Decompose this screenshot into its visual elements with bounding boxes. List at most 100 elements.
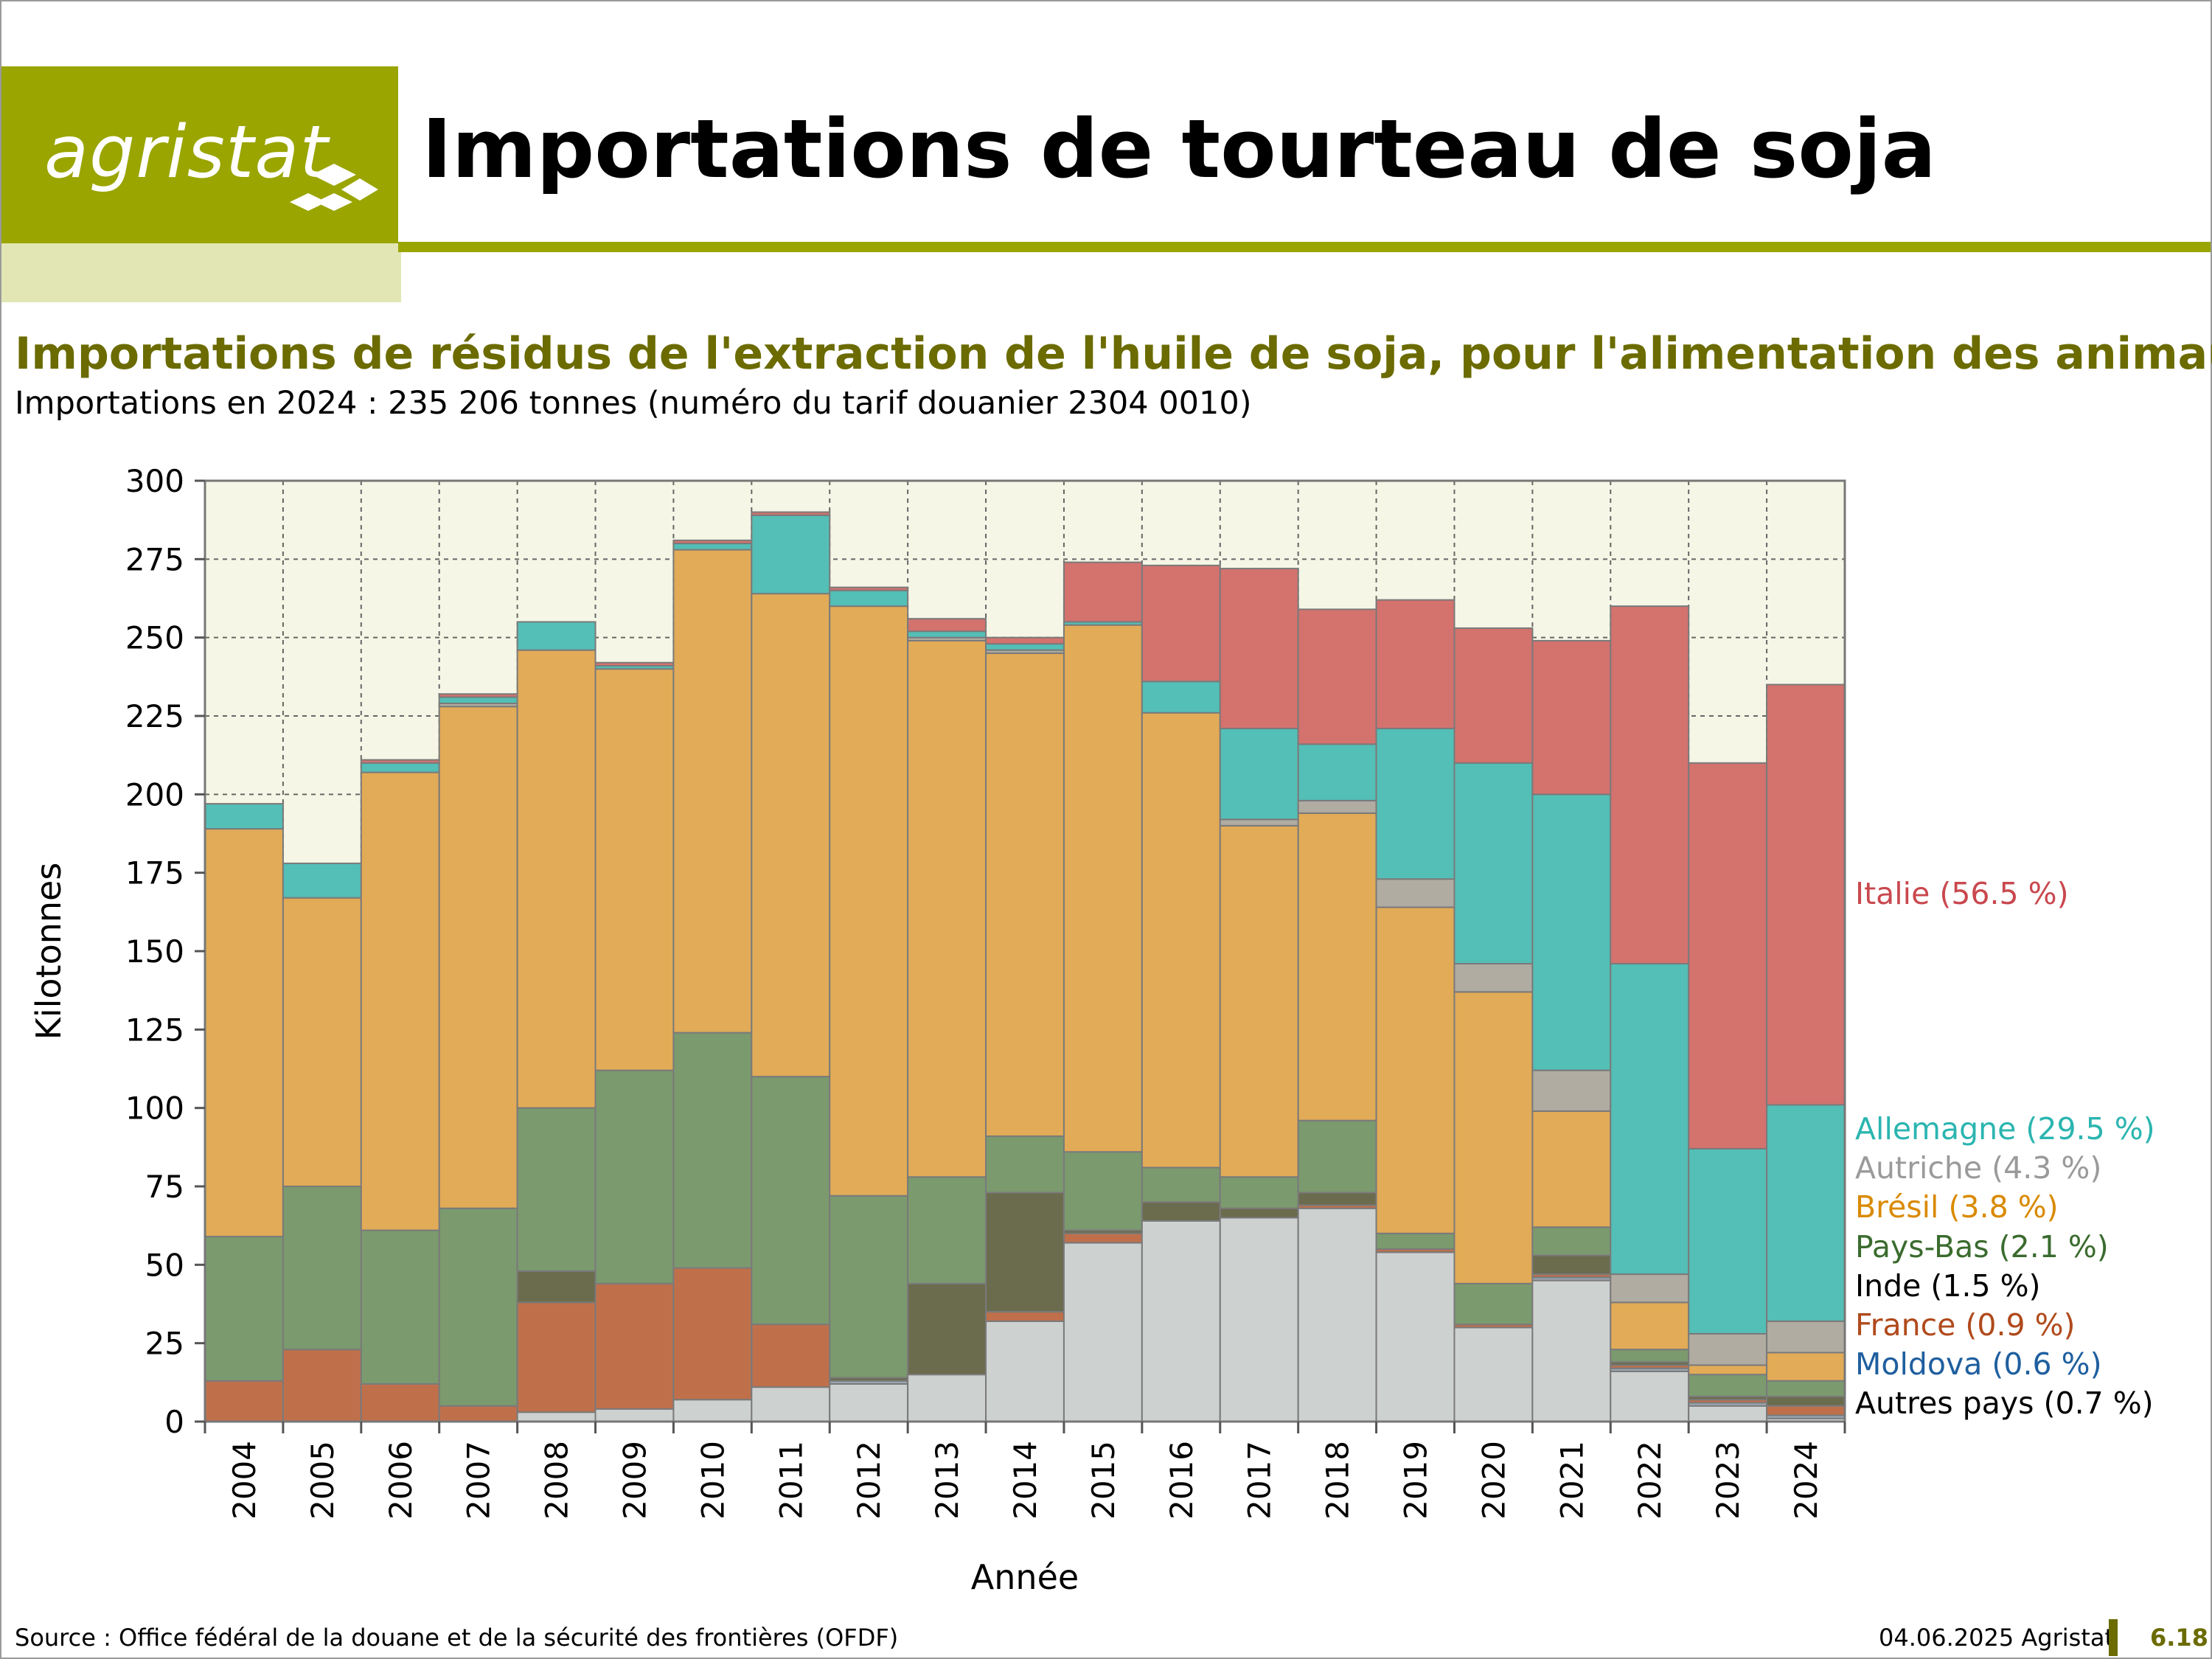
- bar-segment: [751, 1386, 831, 1423]
- bar-segment: [204, 1236, 284, 1382]
- bar-segment: [204, 803, 284, 830]
- y-tick-label: 150: [125, 933, 184, 970]
- legend-label: Autriche (4.3 %): [1855, 1150, 2101, 1186]
- page-number: 6.18: [2150, 1624, 2208, 1652]
- bar-segment: [1688, 1405, 1768, 1422]
- logo-band: [1, 243, 401, 302]
- bar-segment: [360, 771, 440, 1231]
- chart-subtitle: Importations de résidus de l'extraction …: [15, 328, 2212, 380]
- bar-segment: [1610, 605, 1690, 965]
- bar-segment: [1141, 564, 1221, 683]
- bar-segment: [672, 1267, 753, 1401]
- y-tick-label: 50: [145, 1247, 184, 1283]
- x-tick-label: 2022: [1632, 1441, 1668, 1520]
- bar-segment: [204, 1380, 284, 1422]
- x-tick-label: 2004: [226, 1441, 262, 1520]
- bar-segment: [1141, 1220, 1221, 1422]
- bar-segment: [751, 1076, 831, 1326]
- bar-segment: [1453, 991, 1534, 1284]
- x-tick-label: 2015: [1085, 1441, 1121, 1520]
- legend-label: Brésil (3.8 %): [1855, 1189, 2059, 1225]
- bar-segment: [907, 1374, 987, 1422]
- bar-segment: [594, 668, 675, 1071]
- bar-segment: [516, 649, 597, 1109]
- bar-segment: [1688, 1147, 1768, 1335]
- bar-segment: [751, 511, 831, 516]
- legend-label: Inde (1.5 %): [1855, 1268, 2041, 1304]
- y-axis-title: Kilotonnes: [29, 863, 69, 1040]
- bar-segment: [1531, 1254, 1612, 1276]
- bar-segment: [594, 1282, 675, 1410]
- bar-segment: [1062, 624, 1143, 1153]
- y-tick-label: 0: [164, 1404, 184, 1440]
- bar-segment: [1531, 1069, 1612, 1112]
- bar-segment: [1375, 599, 1455, 730]
- bar-segment: [1297, 1192, 1377, 1206]
- diamond-logo-icon: [290, 164, 378, 211]
- bar-segment: [1766, 1320, 1846, 1354]
- bar-segment: [1062, 1242, 1143, 1423]
- x-tick-label: 2018: [1320, 1441, 1356, 1520]
- bar-segment: [516, 1270, 597, 1304]
- x-tick-label: 2014: [1007, 1441, 1043, 1520]
- bar-segment: [672, 543, 753, 551]
- bar-segment: [907, 630, 987, 639]
- x-tick-label: 2006: [383, 1441, 419, 1520]
- bar-segment: [1219, 728, 1299, 821]
- bar-segment: [204, 828, 284, 1238]
- footer-date: 04.06.2025 Agristat: [1879, 1624, 2115, 1652]
- y-tick-label: 100: [125, 1091, 184, 1127]
- bar-segment: [829, 605, 909, 1197]
- y-tick-label: 125: [125, 1012, 184, 1048]
- bar-segment: [282, 862, 362, 899]
- y-tick-label: 225: [125, 698, 184, 734]
- bar-segment: [1531, 1110, 1612, 1228]
- x-tick-label: 2023: [1710, 1441, 1746, 1520]
- legend-label: Autres pays (0.7 %): [1855, 1385, 2154, 1421]
- bar-segment: [516, 1107, 597, 1272]
- bar-segment: [1062, 1232, 1143, 1244]
- bar-segment: [751, 593, 831, 1078]
- bar-segment: [1453, 627, 1534, 764]
- page-title: Importations de tourteau de soja: [422, 102, 1936, 196]
- bar-segment: [1375, 728, 1455, 880]
- bar-segment: [1688, 1332, 1768, 1366]
- bar-segment: [1062, 1151, 1143, 1231]
- bar-segment: [438, 696, 518, 704]
- bar-segment: [1766, 684, 1846, 1106]
- bar-segment: [1141, 681, 1221, 714]
- bar-segment: [985, 643, 1065, 651]
- source-note: Source : Office fédéral de la douane et …: [15, 1624, 899, 1652]
- bar-segment: [907, 1282, 987, 1376]
- bar-segment: [1531, 639, 1612, 796]
- legend-label: Moldova (0.6 %): [1855, 1346, 2102, 1382]
- stacked-bar-chart: 0 25 50 75 100 125 150 175 200 225 250 275 300 2004 20…: [29, 463, 2155, 1597]
- x-tick-label: 2012: [851, 1441, 887, 1520]
- bar-segment: [1766, 1352, 1846, 1382]
- bar-segment: [438, 1405, 518, 1422]
- x-tick-label: 2008: [539, 1441, 575, 1520]
- bar-segment: [1531, 793, 1612, 1071]
- bar-segment: [672, 549, 753, 1034]
- bar-segment: [1297, 743, 1377, 801]
- bar-segment: [1688, 1364, 1768, 1376]
- x-tick-label: 2013: [929, 1441, 965, 1520]
- bar-segment: [985, 1320, 1065, 1422]
- bar-segment: [516, 1301, 597, 1413]
- y-tick-label: 200: [125, 776, 184, 813]
- bar-segment: [1141, 712, 1221, 1169]
- bar-segment: [1688, 1374, 1768, 1397]
- x-tick-label: 2019: [1398, 1441, 1434, 1520]
- bar-segment: [1610, 1301, 1690, 1351]
- agristat-logo: [1, 66, 398, 243]
- x-tick-label: 2011: [773, 1441, 809, 1520]
- x-tick-label: 2016: [1164, 1441, 1200, 1520]
- bar-segment: [282, 897, 362, 1188]
- x-tick-label: 2007: [461, 1441, 497, 1520]
- bar-segment: [1453, 762, 1534, 965]
- footer-divider: [2109, 1619, 2118, 1656]
- chart-caption: Importations en 2024 : 235 206 tonnes (n…: [15, 385, 1252, 422]
- bar-segment: [751, 1324, 831, 1388]
- bar-segment: [672, 1032, 753, 1269]
- bar-segment: [1453, 1282, 1534, 1326]
